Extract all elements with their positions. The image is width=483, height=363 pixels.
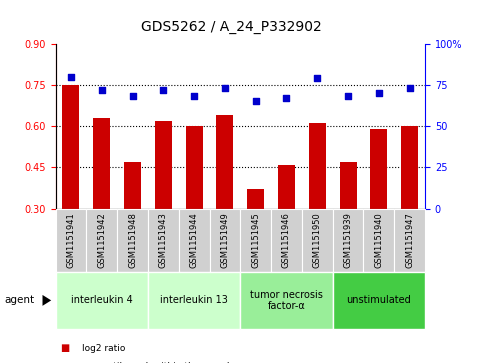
Point <box>159 87 167 93</box>
Point <box>406 85 413 91</box>
Bar <box>309 123 326 209</box>
Point <box>98 87 106 93</box>
Point <box>221 85 229 91</box>
Text: GSM1151943: GSM1151943 <box>159 212 168 268</box>
Bar <box>210 209 240 272</box>
Text: GSM1151949: GSM1151949 <box>220 212 229 268</box>
Text: agent: agent <box>5 295 35 305</box>
Bar <box>333 272 425 329</box>
Text: GSM1151942: GSM1151942 <box>97 212 106 268</box>
Text: GSM1151950: GSM1151950 <box>313 212 322 268</box>
Bar <box>155 121 172 209</box>
Point <box>190 94 198 99</box>
Bar <box>93 118 110 209</box>
Point <box>252 98 259 104</box>
Text: GSM1151940: GSM1151940 <box>374 212 384 268</box>
Text: tumor necrosis
factor-α: tumor necrosis factor-α <box>250 290 323 311</box>
Bar <box>179 209 210 272</box>
Text: percentile rank within the sample: percentile rank within the sample <box>82 362 235 363</box>
Bar <box>240 272 333 329</box>
Polygon shape <box>43 295 51 306</box>
Text: GSM1151945: GSM1151945 <box>251 212 260 268</box>
Point <box>344 94 352 99</box>
Bar <box>240 209 271 272</box>
Text: log2 ratio: log2 ratio <box>82 344 126 353</box>
Text: GSM1151944: GSM1151944 <box>190 212 199 268</box>
Bar <box>302 209 333 272</box>
Bar <box>394 209 425 272</box>
Point <box>128 94 136 99</box>
Bar <box>278 165 295 209</box>
Point <box>283 95 290 101</box>
Bar <box>401 126 418 209</box>
Bar <box>271 209 302 272</box>
Point <box>375 90 383 96</box>
Bar <box>247 189 264 209</box>
Text: unstimulated: unstimulated <box>346 295 411 305</box>
Bar <box>370 129 387 209</box>
Text: GSM1151946: GSM1151946 <box>282 212 291 268</box>
Text: GDS5262 / A_24_P332902: GDS5262 / A_24_P332902 <box>142 20 322 34</box>
Bar <box>148 209 179 272</box>
Bar <box>185 126 202 209</box>
Bar <box>364 209 394 272</box>
Bar <box>148 272 241 329</box>
Bar <box>124 162 141 209</box>
Text: GSM1151939: GSM1151939 <box>343 212 353 268</box>
Bar <box>117 209 148 272</box>
Text: GSM1151941: GSM1151941 <box>67 212 75 268</box>
Text: interleukin 4: interleukin 4 <box>71 295 133 305</box>
Point <box>67 74 75 79</box>
Text: GSM1151948: GSM1151948 <box>128 212 137 268</box>
Text: GSM1151947: GSM1151947 <box>405 212 414 268</box>
Bar <box>62 85 79 209</box>
Bar <box>340 162 356 209</box>
Bar <box>333 209 364 272</box>
Bar <box>56 272 148 329</box>
Bar <box>86 209 117 272</box>
Text: ■: ■ <box>60 343 70 354</box>
Text: ■: ■ <box>60 362 70 363</box>
Bar <box>56 209 86 272</box>
Bar <box>216 115 233 209</box>
Text: interleukin 13: interleukin 13 <box>160 295 228 305</box>
Point <box>313 76 321 81</box>
